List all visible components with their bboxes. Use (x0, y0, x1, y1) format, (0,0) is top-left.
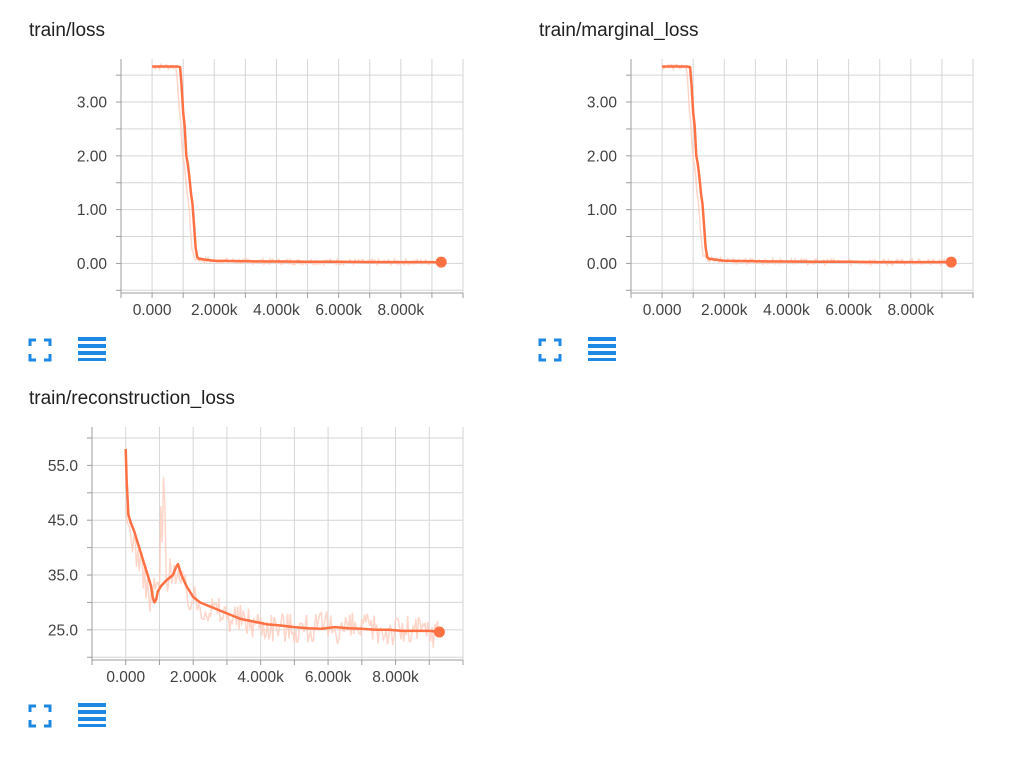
x-tick-label: 4.000k (763, 302, 810, 319)
data-table-icon[interactable] (78, 702, 106, 728)
x-tick-label: 8.000k (372, 669, 419, 686)
train-marginal-loss-chart[interactable]: 0.000 2.000k 4.000k 6.000k 8.000k 0.00 1.00 2.0… (510, 0, 990, 330)
x-tick-label: 0.000 (106, 669, 145, 686)
chart-card-train-loss: train/loss 0.000 2.000k 4.000k 6.000k 8.000k… (0, 0, 480, 363)
x-tick-label: 8.000k (888, 302, 935, 319)
y-tick-label: 0.00 (587, 256, 618, 273)
fullscreen-icon[interactable] (27, 703, 53, 729)
x-tick-label: 0.000 (643, 302, 682, 319)
y-tick-label: 35.0 (48, 568, 79, 585)
y-tick-label: 55.0 (48, 458, 79, 475)
series-end-point (433, 626, 445, 638)
x-tick-label: 8.000k (378, 302, 425, 319)
chart-title: train/reconstruction_loss (29, 388, 235, 409)
x-tick-label: 6.000k (315, 302, 362, 319)
series-raw-line (661, 63, 952, 268)
series-line (662, 65, 952, 264)
data-table-icon[interactable] (78, 336, 106, 362)
chart-card-train-reconstruction-loss: train/reconstruction_loss 0.000 2.000k 4.0… (0, 368, 480, 757)
train-loss-chart[interactable]: 0.000 2.000k 4.000k 6.000k 8.000k 0.00 1.00 2.0… (0, 0, 480, 330)
x-tick-label: 2.000k (701, 302, 748, 319)
y-tick-label: 45.0 (48, 513, 79, 530)
data-table-icon[interactable] (588, 336, 616, 362)
fullscreen-icon[interactable] (27, 337, 53, 363)
chart-title: train/loss (29, 20, 106, 41)
x-tick-label: 2.000k (170, 669, 217, 686)
series-line (124, 448, 440, 634)
x-tick-label: 4.000k (253, 302, 300, 319)
y-tick-label: 3.00 (77, 95, 108, 112)
series-end-point (435, 256, 447, 268)
y-tick-label: 0.00 (77, 256, 108, 273)
chart-title: train/marginal_loss (539, 20, 699, 41)
series-raw-line (124, 476, 440, 648)
train-reconstruction-loss-chart[interactable]: 0.000 2.000k 4.000k 6.000k 8.000k 25.0 35.0 45.… (0, 368, 480, 698)
y-tick-label: 1.00 (587, 202, 618, 219)
series-end-point (945, 256, 957, 268)
x-tick-label: 0.000 (133, 302, 172, 319)
x-tick-label: 4.000k (237, 669, 284, 686)
y-tick-label: 25.0 (48, 622, 79, 639)
y-tick-label: 1.00 (77, 202, 108, 219)
chart-card-train-marginal-loss: train/marginal_loss 0.000 2.000k 4.000k 6.0… (510, 0, 990, 363)
y-tick-label: 2.00 (587, 148, 618, 165)
x-tick-label: 6.000k (305, 669, 352, 686)
y-tick-label: 3.00 (587, 95, 618, 112)
x-tick-label: 2.000k (191, 302, 238, 319)
x-tick-label: 6.000k (825, 302, 872, 319)
y-tick-label: 2.00 (77, 148, 108, 165)
fullscreen-icon[interactable] (537, 337, 563, 363)
series-line (152, 65, 442, 264)
